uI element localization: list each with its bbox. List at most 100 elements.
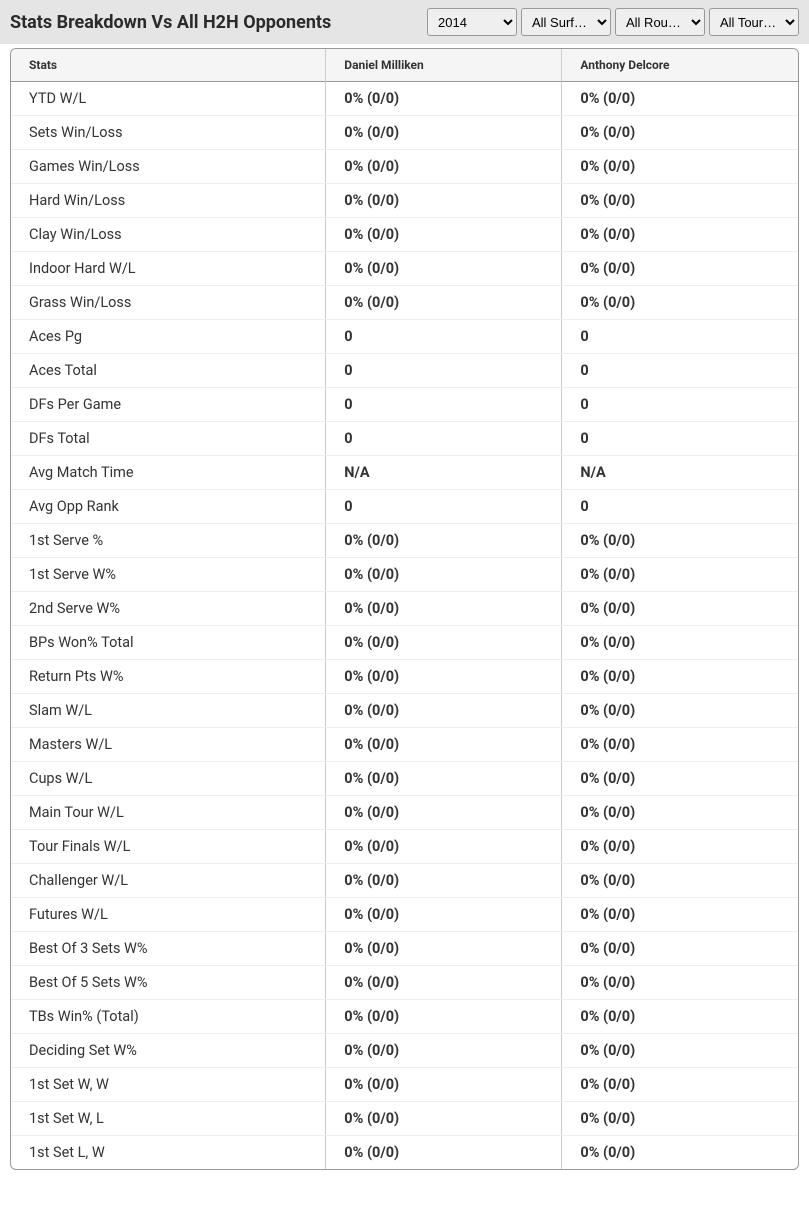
stat-name-cell: BPs Won% Total bbox=[11, 626, 326, 660]
stat-name-cell: Best Of 5 Sets W% bbox=[11, 966, 326, 1000]
stat-name-cell: YTD W/L bbox=[11, 82, 326, 116]
table-header-row: Stats Daniel Milliken Anthony Delcore bbox=[11, 49, 798, 82]
table-row: TBs Win% (Total)0% (0/0)0% (0/0) bbox=[11, 1000, 798, 1034]
stat-value-p2-cell: 0% (0/0) bbox=[562, 150, 798, 184]
table-row: Hard Win/Loss0% (0/0)0% (0/0) bbox=[11, 184, 798, 218]
stat-name-cell: DFs Per Game bbox=[11, 388, 326, 422]
stat-value-p2-cell: 0% (0/0) bbox=[562, 762, 798, 796]
table-row: Games Win/Loss0% (0/0)0% (0/0) bbox=[11, 150, 798, 184]
stat-value-p2-cell: 0 bbox=[562, 354, 798, 388]
stat-name-cell: Grass Win/Loss bbox=[11, 286, 326, 320]
table-row: Avg Opp Rank00 bbox=[11, 490, 798, 524]
stat-value-p1-cell: 0% (0/0) bbox=[326, 864, 562, 898]
stat-value-p1-cell: 0% (0/0) bbox=[326, 694, 562, 728]
stat-value-p1-cell: 0% (0/0) bbox=[326, 898, 562, 932]
stat-name-cell: Sets Win/Loss bbox=[11, 116, 326, 150]
stat-value-p2-cell: 0% (0/0) bbox=[562, 1034, 798, 1068]
stat-name-cell: Deciding Set W% bbox=[11, 1034, 326, 1068]
stat-name-cell: 1st Serve W% bbox=[11, 558, 326, 592]
stat-name-cell: Tour Finals W/L bbox=[11, 830, 326, 864]
stat-value-p1-cell: 0% (0/0) bbox=[326, 796, 562, 830]
stat-value-p2-cell: 0% (0/0) bbox=[562, 82, 798, 116]
stat-name-cell: Hard Win/Loss bbox=[11, 184, 326, 218]
table-row: Clay Win/Loss0% (0/0)0% (0/0) bbox=[11, 218, 798, 252]
table-row: Futures W/L0% (0/0)0% (0/0) bbox=[11, 898, 798, 932]
stat-value-p1-cell: 0% (0/0) bbox=[326, 1000, 562, 1034]
stat-value-p1-cell: 0% (0/0) bbox=[326, 626, 562, 660]
stat-value-p2-cell: 0% (0/0) bbox=[562, 286, 798, 320]
stat-value-p2-cell: 0% (0/0) bbox=[562, 184, 798, 218]
stat-name-cell: Games Win/Loss bbox=[11, 150, 326, 184]
stat-value-p1-cell: 0% (0/0) bbox=[326, 524, 562, 558]
stat-value-p2-cell: 0% (0/0) bbox=[562, 1000, 798, 1034]
stat-value-p1-cell: N/A bbox=[326, 456, 562, 490]
stat-value-p1-cell: 0 bbox=[326, 354, 562, 388]
stat-value-p2-cell: 0% (0/0) bbox=[562, 1136, 798, 1170]
stat-name-cell: 1st Set L, W bbox=[11, 1136, 326, 1170]
stat-value-p2-cell: 0% (0/0) bbox=[562, 626, 798, 660]
table-row: Avg Match TimeN/AN/A bbox=[11, 456, 798, 490]
stat-value-p2-cell: 0% (0/0) bbox=[562, 524, 798, 558]
table-row: Main Tour W/L0% (0/0)0% (0/0) bbox=[11, 796, 798, 830]
filter-round-select[interactable]: All Rou… bbox=[615, 8, 705, 36]
table-row: DFs Per Game00 bbox=[11, 388, 798, 422]
stat-name-cell: Slam W/L bbox=[11, 694, 326, 728]
table-row: Tour Finals W/L0% (0/0)0% (0/0) bbox=[11, 830, 798, 864]
table-row: 1st Set L, W0% (0/0)0% (0/0) bbox=[11, 1136, 798, 1170]
stat-value-p1-cell: 0% (0/0) bbox=[326, 932, 562, 966]
stat-name-cell: TBs Win% (Total) bbox=[11, 1000, 326, 1034]
stat-value-p1-cell: 0% (0/0) bbox=[326, 252, 562, 286]
stat-value-p1-cell: 0 bbox=[326, 490, 562, 524]
table-row: Best Of 3 Sets W%0% (0/0)0% (0/0) bbox=[11, 932, 798, 966]
stat-name-cell: Main Tour W/L bbox=[11, 796, 326, 830]
stat-value-p2-cell: 0 bbox=[562, 422, 798, 456]
stat-value-p1-cell: 0% (0/0) bbox=[326, 1136, 562, 1170]
table-row: 1st Set W, W0% (0/0)0% (0/0) bbox=[11, 1068, 798, 1102]
stat-value-p1-cell: 0% (0/0) bbox=[326, 762, 562, 796]
table-row: 1st Set W, L0% (0/0)0% (0/0) bbox=[11, 1102, 798, 1136]
stat-value-p2-cell: 0% (0/0) bbox=[562, 592, 798, 626]
stat-name-cell: Indoor Hard W/L bbox=[11, 252, 326, 286]
stat-value-p1-cell: 0% (0/0) bbox=[326, 218, 562, 252]
stat-value-p2-cell: 0 bbox=[562, 490, 798, 524]
stat-value-p2-cell: 0% (0/0) bbox=[562, 796, 798, 830]
stat-name-cell: Avg Match Time bbox=[11, 456, 326, 490]
stat-value-p2-cell: N/A bbox=[562, 456, 798, 490]
stat-value-p1-cell: 0% (0/0) bbox=[326, 1102, 562, 1136]
stat-value-p2-cell: 0 bbox=[562, 320, 798, 354]
header-bar: Stats Breakdown Vs All H2H Opponents 201… bbox=[0, 0, 809, 44]
filter-surface-select[interactable]: All Surf… bbox=[521, 8, 611, 36]
filter-tour-select[interactable]: All Tour… bbox=[709, 8, 799, 36]
stat-value-p2-cell: 0% (0/0) bbox=[562, 218, 798, 252]
stat-value-p1-cell: 0 bbox=[326, 388, 562, 422]
stat-name-cell: Best Of 3 Sets W% bbox=[11, 932, 326, 966]
col-header-player1: Daniel Milliken bbox=[326, 49, 562, 82]
stat-value-p2-cell: 0% (0/0) bbox=[562, 558, 798, 592]
table-row: Indoor Hard W/L0% (0/0)0% (0/0) bbox=[11, 252, 798, 286]
table-row: Sets Win/Loss0% (0/0)0% (0/0) bbox=[11, 116, 798, 150]
stat-value-p2-cell: 0% (0/0) bbox=[562, 966, 798, 1000]
stat-value-p2-cell: 0% (0/0) bbox=[562, 694, 798, 728]
stats-table-container: Stats Daniel Milliken Anthony Delcore YT… bbox=[10, 48, 799, 1170]
stat-name-cell: Aces Total bbox=[11, 354, 326, 388]
filter-group: 2014 All Surf… All Rou… All Tour… bbox=[427, 8, 799, 36]
table-row: 2nd Serve W%0% (0/0)0% (0/0) bbox=[11, 592, 798, 626]
table-row: Grass Win/Loss0% (0/0)0% (0/0) bbox=[11, 286, 798, 320]
stat-value-p2-cell: 0% (0/0) bbox=[562, 932, 798, 966]
stat-value-p2-cell: 0% (0/0) bbox=[562, 1068, 798, 1102]
table-row: BPs Won% Total0% (0/0)0% (0/0) bbox=[11, 626, 798, 660]
stat-name-cell: 1st Set W, W bbox=[11, 1068, 326, 1102]
stat-value-p1-cell: 0% (0/0) bbox=[326, 660, 562, 694]
stat-value-p1-cell: 0% (0/0) bbox=[326, 1068, 562, 1102]
stat-name-cell: Challenger W/L bbox=[11, 864, 326, 898]
table-row: Cups W/L0% (0/0)0% (0/0) bbox=[11, 762, 798, 796]
stats-table: Stats Daniel Milliken Anthony Delcore YT… bbox=[11, 49, 798, 1169]
stat-value-p2-cell: 0% (0/0) bbox=[562, 252, 798, 286]
stat-value-p1-cell: 0% (0/0) bbox=[326, 966, 562, 1000]
stat-value-p2-cell: 0% (0/0) bbox=[562, 898, 798, 932]
filter-year-select[interactable]: 2014 bbox=[427, 8, 517, 36]
stat-name-cell: Masters W/L bbox=[11, 728, 326, 762]
stat-value-p1-cell: 0 bbox=[326, 320, 562, 354]
stat-name-cell: DFs Total bbox=[11, 422, 326, 456]
stat-value-p2-cell: 0 bbox=[562, 388, 798, 422]
